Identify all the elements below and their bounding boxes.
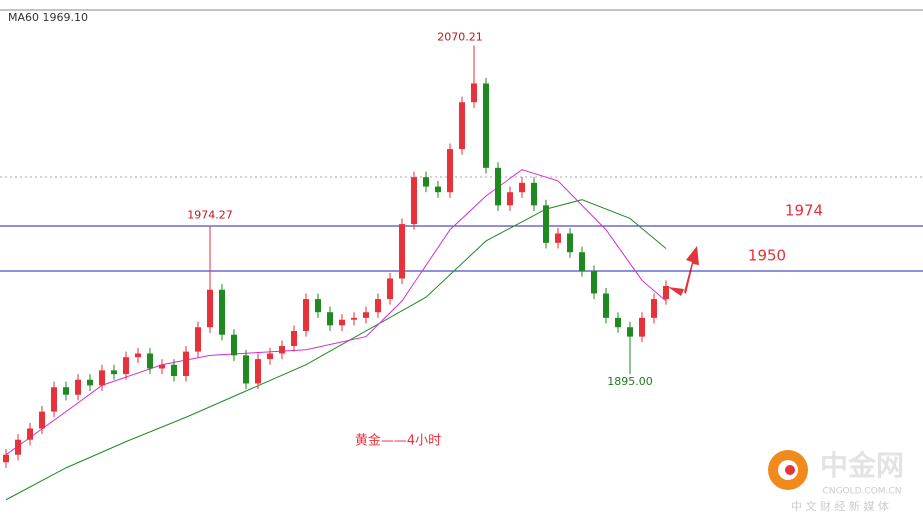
candle-body <box>435 186 441 193</box>
candle-body <box>639 317 645 337</box>
candle-body <box>3 454 9 463</box>
candle-body <box>411 177 417 225</box>
arrow-up <box>684 246 699 294</box>
candle-body <box>543 205 549 243</box>
annotation: 黄金——4小时 <box>355 433 441 449</box>
candle-body <box>591 270 597 294</box>
candle-body <box>147 353 153 369</box>
candle-body <box>471 83 477 103</box>
candle-body <box>315 299 321 313</box>
candle-body <box>243 355 249 384</box>
candle-body <box>531 182 537 206</box>
indicator-label: MA60 1969.10 <box>8 11 88 24</box>
candle-body <box>219 289 225 335</box>
candle-body <box>99 370 105 386</box>
candle-body <box>123 357 129 375</box>
candle-body <box>279 345 285 354</box>
candle-body <box>39 411 45 429</box>
watermark-slogan: 中 文 财 经 新 媒 体 <box>791 499 889 513</box>
candle-body <box>459 102 465 150</box>
candle-body <box>303 299 309 331</box>
candle-body <box>603 293 609 318</box>
candle-body <box>183 351 189 376</box>
candle-body <box>15 439 21 455</box>
ma-line <box>5 199 667 501</box>
candle-body <box>507 192 513 206</box>
logo-core <box>785 465 795 475</box>
watermark-name: 中金网 <box>820 449 904 482</box>
candle-body <box>51 387 57 412</box>
candle-body <box>159 364 165 369</box>
candle-body <box>627 327 633 337</box>
high-label: 1974.27 <box>187 208 233 221</box>
candle-body <box>87 379 93 386</box>
candle-body <box>75 379 81 395</box>
candle-body <box>111 370 117 375</box>
watermark-site: CNGOLD.COM.CN <box>823 487 902 497</box>
candle-body <box>351 317 357 320</box>
candle-body <box>483 83 489 168</box>
low-label: 1895.00 <box>607 375 653 388</box>
candle-body <box>555 233 561 243</box>
high-label: 2070.21 <box>437 31 483 44</box>
candle-body <box>651 299 657 318</box>
candle-body <box>255 359 261 384</box>
candle-body <box>135 353 141 358</box>
candle-body <box>291 330 297 346</box>
candle-body <box>63 387 69 395</box>
candle-body <box>423 177 429 187</box>
candle-body <box>363 312 369 318</box>
candle-body <box>399 224 405 279</box>
candle-body <box>519 182 525 193</box>
candle-body <box>375 299 381 313</box>
candle-body <box>495 167 501 206</box>
candle-body <box>171 364 177 376</box>
candle-body <box>195 327 201 352</box>
candle-body <box>663 285 669 300</box>
level-label: 1950 <box>748 246 786 264</box>
candle-body <box>207 289 213 328</box>
watermark: 中金网 CNGOLD.COM.CN 中 文 财 经 新 媒 体 <box>768 449 904 513</box>
candle-body <box>267 353 273 360</box>
candle-body <box>567 233 573 253</box>
ma-line <box>5 169 667 456</box>
candle-body <box>447 149 453 193</box>
level-label: 1974 <box>785 201 823 219</box>
candle-body <box>339 319 345 326</box>
candle-body <box>231 334 237 356</box>
candle-body <box>387 278 393 300</box>
arrow-down <box>668 287 684 296</box>
candle-body <box>327 312 333 326</box>
candle-body <box>27 428 33 440</box>
candle-body <box>579 252 585 271</box>
candle-body <box>615 317 621 328</box>
